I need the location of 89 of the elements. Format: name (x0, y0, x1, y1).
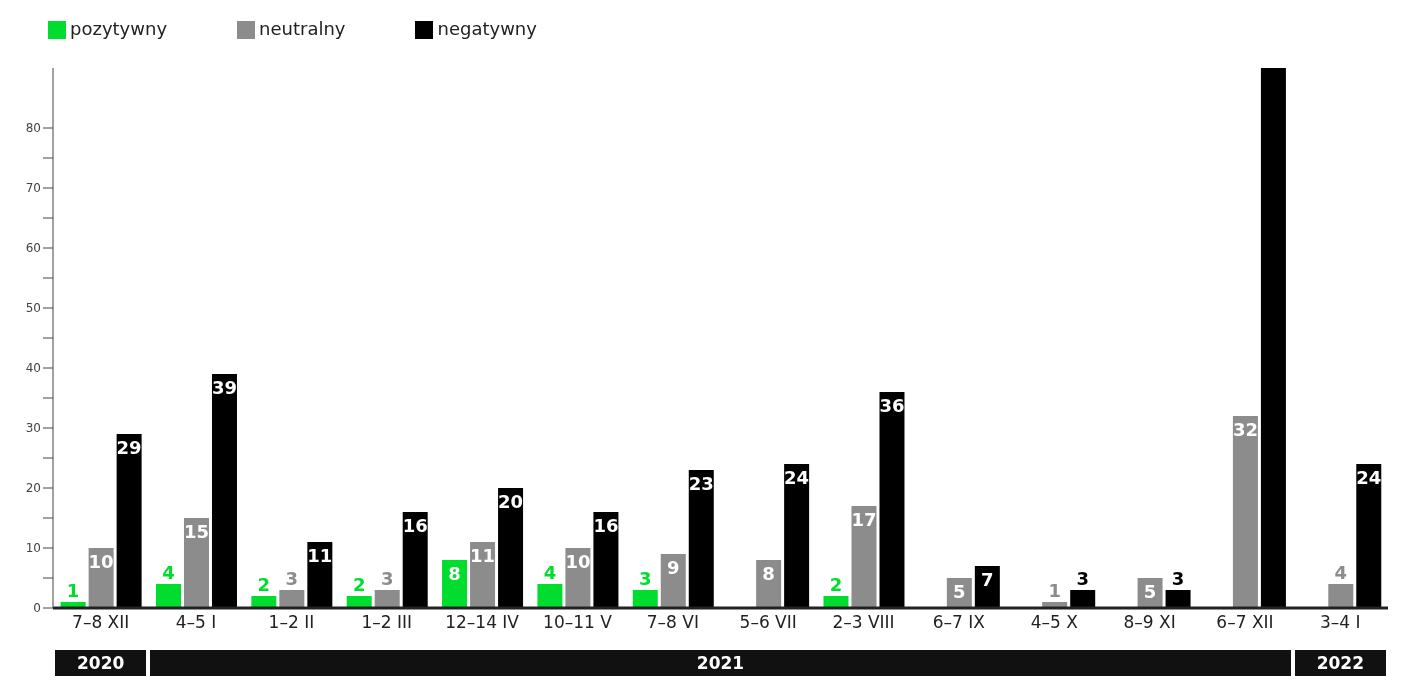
x-tick-label: 6–7 IX (932, 612, 986, 633)
y-tick-label: 50 (25, 301, 41, 316)
text: 2022 (1294, 650, 1386, 676)
bar (1070, 590, 1096, 608)
bar (374, 590, 400, 608)
bar (823, 596, 849, 608)
x-tick-label: 7–8 XII (72, 612, 130, 633)
data-label: 3 (1076, 568, 1089, 589)
legend-label: pozytywny (70, 18, 168, 39)
x-tick-label: 1–2 III (361, 612, 413, 633)
bar (346, 596, 372, 608)
y-tick-label: 40 (25, 361, 41, 376)
x-tick-label: 2–3 VIII (832, 612, 895, 633)
x-tick-label: 10–11 V (543, 612, 613, 633)
data-label: 9 (667, 557, 680, 578)
data-label: 5 (953, 581, 966, 602)
y-tick-label: 20 (25, 481, 41, 496)
data-label: 1 (66, 580, 80, 601)
data-label: 3 (380, 568, 394, 589)
bar (1356, 464, 1382, 608)
data-label: 24 (1356, 467, 1382, 488)
x-tick-label: 4–5 X (1030, 612, 1079, 633)
data-label: 10 (565, 551, 591, 572)
y-tick-label: 80 (25, 121, 41, 136)
data-label: 11 (307, 545, 333, 566)
data-label: 15 (183, 521, 210, 542)
data-label: 24 (784, 467, 810, 488)
x-tick-label: 8–9 XI (1123, 612, 1176, 633)
x-tick-label: 12–14 IV (445, 612, 520, 633)
bar (279, 590, 305, 608)
bar (1328, 584, 1354, 608)
data-label: 16 (402, 515, 428, 536)
bar (116, 434, 142, 608)
bar (537, 584, 563, 608)
data-label: 32 (1232, 419, 1258, 440)
bar (1232, 416, 1258, 608)
x-tick-label: 6–7 XII (1216, 612, 1274, 633)
data-label: 2 (257, 574, 271, 595)
x-tick-label: 1–2 II (268, 612, 315, 633)
data-label: 39 (211, 377, 238, 398)
y-tick-label: 0 (33, 601, 41, 616)
data-label: 11 (470, 545, 496, 566)
data-label: 8 (448, 563, 461, 584)
bar (879, 392, 905, 608)
bar (155, 584, 181, 608)
data-label: 29 (116, 437, 142, 458)
data-label: 20 (498, 491, 524, 512)
bar (593, 512, 619, 608)
data-label: 7 (981, 569, 994, 590)
data-label: 10 (88, 551, 114, 572)
text: 2020 (55, 650, 147, 676)
bar (498, 488, 524, 608)
bar (1165, 590, 1191, 608)
data-label: 1 (1048, 580, 1061, 601)
data-label: 3 (1171, 568, 1185, 589)
data-label: 2 (352, 574, 366, 595)
data-label: 36 (879, 395, 905, 416)
x-tick-label: 5–6 VII (739, 612, 797, 633)
data-label: 16 (593, 515, 619, 536)
legend-label: neutralny (259, 18, 346, 39)
bar (211, 374, 237, 608)
data-label: 3 (639, 568, 652, 589)
data-label: 5 (1143, 581, 1157, 602)
y-tick-label: 10 (25, 541, 41, 556)
data-label: 4 (1334, 562, 1348, 583)
bar (183, 518, 209, 608)
x-tick-label: 3–4 I (1320, 612, 1361, 633)
legend-label: negatywny (437, 18, 537, 39)
x-tick-label: 4–5 I (175, 612, 217, 633)
bar (974, 566, 1000, 608)
bar (784, 464, 810, 608)
data-label: 8 (762, 563, 775, 584)
bar (632, 590, 658, 608)
x-tick-label: 7–8 VI (646, 612, 699, 633)
bar (851, 506, 877, 608)
data-label: 4 (162, 562, 175, 583)
data-label: 17 (851, 509, 877, 530)
bar (688, 470, 714, 608)
y-tick-label: 70 (25, 181, 41, 196)
text: 2021 (150, 650, 1291, 676)
data-label: 2 (829, 574, 843, 595)
data-label: 23 (688, 473, 714, 494)
data-label: 4 (543, 562, 557, 583)
bar (251, 596, 277, 608)
bar (1260, 68, 1286, 608)
data-label: 3 (285, 568, 299, 589)
y-tick-label: 30 (25, 421, 41, 436)
bar (402, 512, 428, 608)
y-tick-label: 60 (25, 241, 41, 256)
